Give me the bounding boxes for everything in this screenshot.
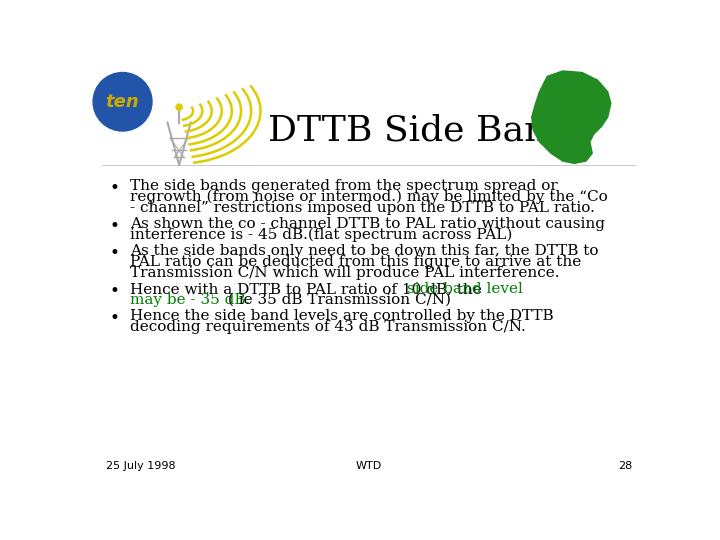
Text: The side bands generated from the spectrum spread or: The side bands generated from the spectr…	[130, 179, 558, 193]
Polygon shape	[532, 71, 611, 164]
Text: 28: 28	[618, 461, 632, 471]
Text: - channel” restrictions imposed upon the DTTB to PAL ratio.: - channel” restrictions imposed upon the…	[130, 201, 595, 215]
Text: ( ie 35 dB Transmission C/N): ( ie 35 dB Transmission C/N)	[223, 293, 451, 307]
Text: decoding requirements of 43 dB Transmission C/N.: decoding requirements of 43 dB Transmiss…	[130, 320, 526, 334]
Text: Hence the side band levels are controlled by the DTTB: Hence the side band levels are controlle…	[130, 309, 554, 323]
Text: side band level: side band level	[407, 282, 523, 296]
Text: ten: ten	[106, 93, 140, 111]
Text: •: •	[109, 282, 120, 300]
FancyBboxPatch shape	[90, 65, 648, 165]
Text: As shown the co - channel DTTB to PAL ratio without causing: As shown the co - channel DTTB to PAL ra…	[130, 217, 606, 231]
Text: Hence with a DTTB to PAL ratio of 10 dB, the: Hence with a DTTB to PAL ratio of 10 dB,…	[130, 282, 487, 296]
Text: DTTB Side Bands: DTTB Side Bands	[269, 113, 589, 147]
Circle shape	[176, 104, 182, 110]
Text: 25 July 1998: 25 July 1998	[106, 461, 175, 471]
Circle shape	[93, 72, 152, 131]
Text: PAL ratio can be deducted from this figure to arrive at the: PAL ratio can be deducted from this figu…	[130, 255, 582, 269]
Text: As the side bands only need to be down this far, the DTTB to: As the side bands only need to be down t…	[130, 244, 599, 258]
Text: WTD: WTD	[356, 461, 382, 471]
Text: may be - 35 dB.: may be - 35 dB.	[130, 293, 251, 307]
Text: •: •	[109, 309, 120, 327]
Text: •: •	[109, 179, 120, 197]
Text: regrowth (from noise or intermod.) may be limited by the “Co: regrowth (from noise or intermod.) may b…	[130, 190, 608, 204]
Text: •: •	[109, 217, 120, 235]
Text: •: •	[109, 244, 120, 262]
Text: interference is - 45 dB.(flat spectrum across PAL): interference is - 45 dB.(flat spectrum a…	[130, 228, 513, 242]
Text: Transmission C/N which will produce PAL interference.: Transmission C/N which will produce PAL …	[130, 266, 560, 280]
